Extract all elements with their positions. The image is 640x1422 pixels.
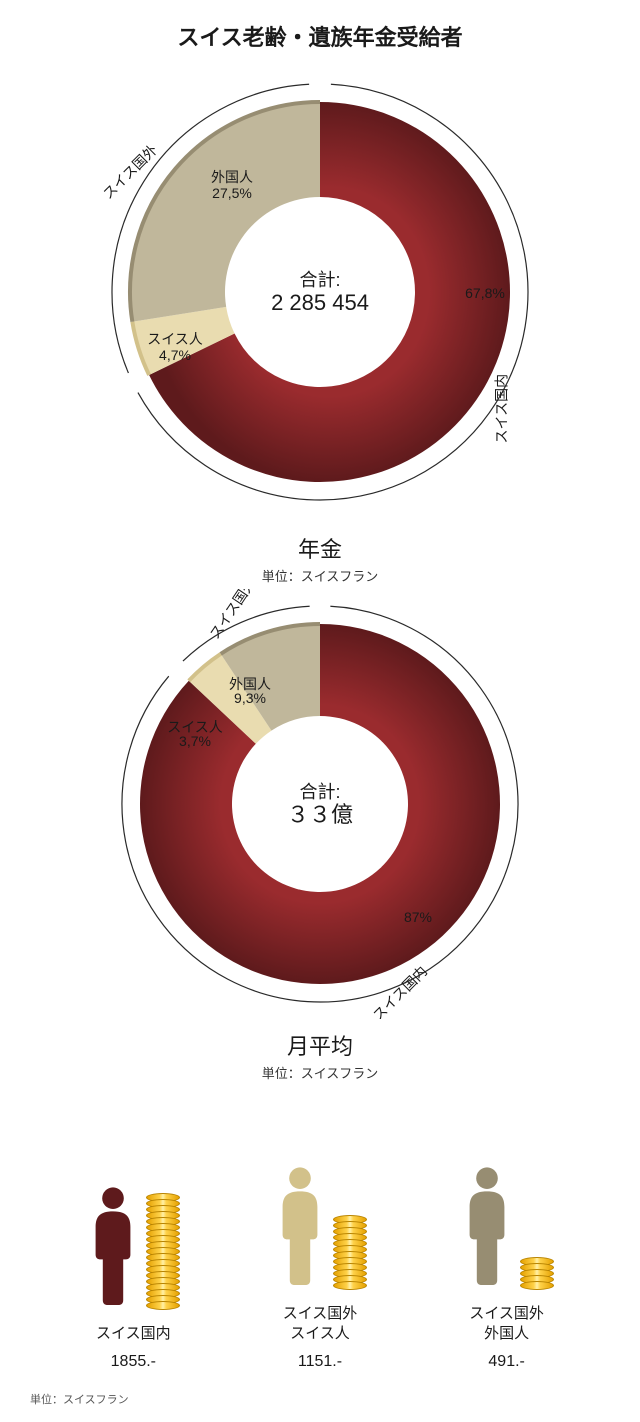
arc-label-1: スイス国外 xyxy=(206,589,258,642)
avg-value: 1855.- xyxy=(48,1353,218,1371)
center-line1: 合計: xyxy=(299,782,340,802)
section2-title: 年金 xyxy=(30,532,610,564)
avg-item-1: スイス国外スイス人 1151.- xyxy=(235,1100,405,1371)
donut-chart-pensions: 87%スイス人3,7%外国人9,3%スイス国内スイス国外合計:３３億 xyxy=(80,589,560,1019)
footnote: 単位：スイスフラン xyxy=(30,1391,610,1407)
avg-label: スイス国外外国人 xyxy=(422,1304,592,1345)
section2-unit: 単位：スイスフラン xyxy=(30,566,610,585)
avg-value: 1151.- xyxy=(235,1353,405,1371)
center-line2: 2 285 454 xyxy=(271,290,369,315)
avg-item-0: スイス国内 1855.- xyxy=(48,1120,218,1370)
slice-pct-domestic: 67,8% xyxy=(465,285,505,301)
avg-value: 491.- xyxy=(422,1353,592,1371)
monthly-average-row: スイス国内 1855.- スイス国外スイス人 1151.- スイス国外外国人 491.… xyxy=(40,1100,600,1371)
arc-label-0: スイス国内 xyxy=(493,374,509,444)
slice-label-swiss-abroad: スイス人 xyxy=(147,331,203,347)
person-icon xyxy=(273,1165,327,1285)
section3-unit: 単位：スイスフラン xyxy=(30,1063,610,1082)
person-icon xyxy=(460,1165,514,1285)
arc-label-1: スイス国外 xyxy=(100,141,161,202)
center-line1: 合計: xyxy=(299,270,340,290)
coin-stack xyxy=(146,1196,180,1310)
avg-label: スイス国外スイス人 xyxy=(235,1304,405,1345)
coin-stack xyxy=(520,1260,554,1290)
slice-pct-swiss-abroad: 3,7% xyxy=(179,733,211,749)
avg-item-2: スイス国外外国人 491.- xyxy=(422,1100,592,1371)
slice-pct-foreign-abroad: 27,5% xyxy=(212,185,252,201)
donut-chart-recipients: 67,8% スイス人4,7% 外国人27,5% スイス国内 スイス国外合計:2 285 … xyxy=(80,62,560,522)
slice-label-foreign-abroad: 外国人 xyxy=(211,169,253,185)
slice-pct-domestic: 87% xyxy=(404,909,432,925)
section3-title: 月平均 xyxy=(30,1029,610,1061)
slice-foreign-abroad xyxy=(130,102,320,322)
center-line2: ３３億 xyxy=(287,802,353,827)
page-title: スイス老齢・遺族年金受給者 xyxy=(30,20,610,52)
slice-pct-foreign-abroad: 9,3% xyxy=(234,690,266,706)
coin-stack xyxy=(333,1218,367,1290)
avg-label: スイス国内 xyxy=(48,1324,218,1344)
person-icon xyxy=(86,1185,140,1305)
slice-pct-swiss-abroad: 4,7% xyxy=(159,347,191,363)
